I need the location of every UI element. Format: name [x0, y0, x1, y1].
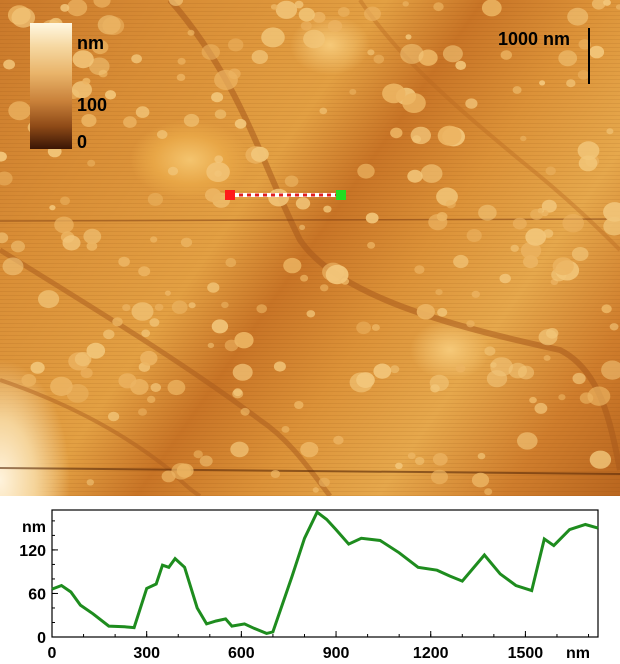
- scale-bar-label: 1000 nm: [498, 29, 571, 49]
- x-tick-label: 900: [323, 645, 350, 662]
- profile-end-handle: [336, 190, 346, 200]
- y-unit-label: nm: [22, 519, 46, 536]
- x-tick-label: 0: [48, 645, 57, 662]
- line-profile-marker[interactable]: [0, 0, 620, 496]
- terrace-steps: [0, 0, 620, 496]
- x-tick-label: 600: [228, 645, 255, 662]
- height-colorbar: [30, 23, 72, 149]
- profile-start-handle: [225, 190, 235, 200]
- plot-frame: [51, 509, 599, 638]
- colorbar-zero-label: 0: [77, 132, 88, 152]
- height-profile-panel: 0 300 600 900 1200 1500 nm 120 60 0 nm: [0, 496, 620, 664]
- surface-grains: [0, 0, 620, 496]
- colorbar-mid-label: 100: [77, 95, 108, 115]
- x-unit-label: nm: [566, 645, 590, 662]
- profile-curve: [51, 509, 599, 635]
- scale-bar: [588, 28, 590, 84]
- y-tick-label: 60: [28, 586, 46, 603]
- y-tick-label: 120: [19, 543, 46, 560]
- afm-topography-image: nm 100 0 1000 nm: [0, 0, 620, 496]
- x-tick-label: 300: [133, 645, 160, 662]
- x-tick-label: 1500: [508, 645, 544, 662]
- colorbar-unit-label: nm: [77, 33, 104, 53]
- x-tick-label: 1200: [413, 645, 449, 662]
- y-tick-label: 0: [37, 630, 46, 647]
